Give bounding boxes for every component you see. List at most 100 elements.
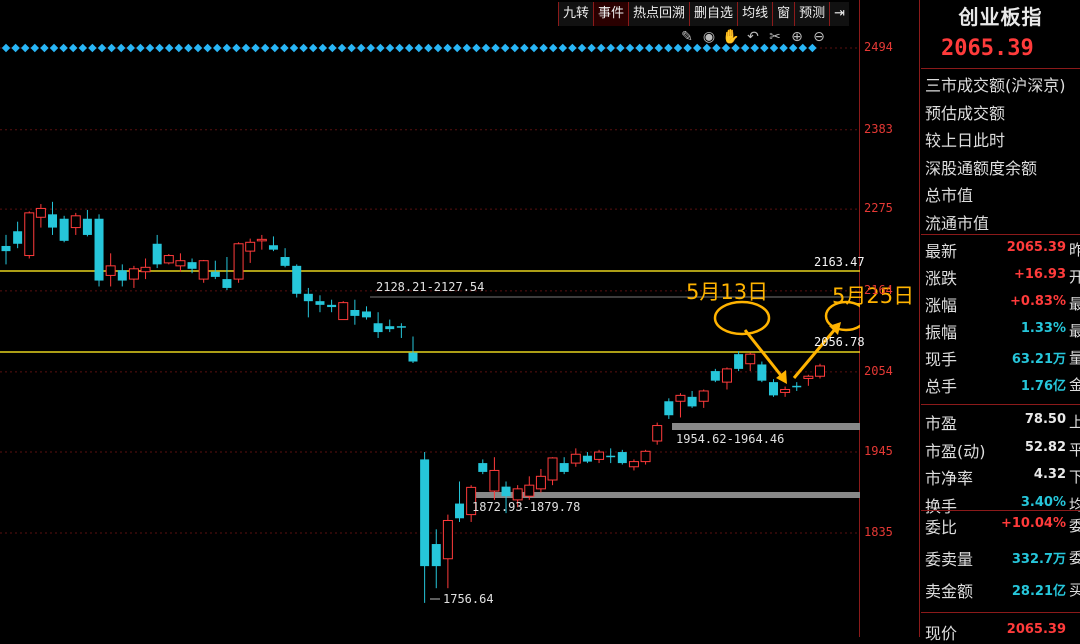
- eye-icon[interactable]: ◉: [702, 29, 716, 45]
- candle-body: [652, 425, 663, 442]
- valuation-row-value: 52.82: [1024, 439, 1066, 455]
- signal-diamond: [155, 43, 164, 53]
- candle-body: [478, 463, 488, 472]
- panel-info-row: 预估成交额: [925, 103, 1006, 123]
- signal-diamond: [596, 43, 606, 53]
- hand-icon[interactable]: ✋: [722, 29, 740, 45]
- candle-body: [187, 262, 197, 269]
- toolbar-item-0[interactable]: 九转: [558, 2, 593, 26]
- kline-chart[interactable]: 九转 事件 热点回溯 删自选 均线窗预测 ⇥ ✎ ◉ ✋ ↶ ✂ ⊕ ⊖ 5月13日 5月25日 21…: [0, 0, 914, 637]
- signal-diamond: [635, 43, 644, 53]
- valuation-row-label: 换手: [925, 496, 958, 516]
- toolbar-item-2[interactable]: 热点回溯: [628, 2, 689, 26]
- candle-body: [489, 469, 500, 492]
- signal-diamond: [68, 43, 78, 53]
- annotation-may13: 5月13日: [686, 280, 769, 304]
- candle-body: [466, 486, 477, 516]
- panel-info-row: 三市成交额(沪深京): [925, 76, 1066, 95]
- index-price: 2065.39: [941, 36, 1034, 61]
- signal-diamond: [433, 43, 443, 53]
- axis-tick: 2164: [864, 282, 893, 297]
- toolbar-item-3[interactable]: 删自选: [689, 2, 737, 26]
- candle-body: [198, 260, 209, 280]
- quote-row-value: 63.21万: [1011, 352, 1066, 367]
- signal-diamond: [347, 43, 356, 53]
- candle-body: [256, 238, 267, 242]
- quote-row-suffix: 量: [1069, 349, 1080, 367]
- signal-diamond: [548, 43, 558, 53]
- candle-body: [373, 323, 383, 333]
- candle-body: [350, 310, 360, 316]
- candle-body: [420, 459, 430, 567]
- signal-diamond: [654, 43, 664, 53]
- candle-body: [501, 486, 511, 497]
- signal-diamond: [212, 43, 222, 53]
- candle-body: [512, 488, 523, 501]
- candle-body: [442, 519, 453, 560]
- signal-diamond: [11, 43, 20, 53]
- candle-body: [431, 544, 441, 567]
- valuation-row-suffix: 均: [1069, 495, 1080, 514]
- axis-tick: 1835: [864, 525, 893, 539]
- zoom-out-icon[interactable]: ⊖: [813, 29, 825, 45]
- signal-diamond: [481, 43, 491, 53]
- signal-diamond: [193, 43, 203, 53]
- signal-diamond: [424, 43, 433, 53]
- toolbar-item-1[interactable]: 事件: [593, 2, 629, 26]
- toolbar-item-6[interactable]: 预测: [794, 2, 829, 26]
- order-row-label: 卖金额: [925, 582, 974, 601]
- toolbar-item-4[interactable]: 均线: [737, 2, 772, 26]
- candle-body: [780, 388, 791, 393]
- zoom-in-icon[interactable]: ⊕: [791, 29, 803, 45]
- axis-tick: 2275: [864, 201, 893, 216]
- axis-tick: 2494: [864, 40, 893, 54]
- signal-diamond: [625, 43, 635, 53]
- candle-body: [24, 212, 35, 257]
- axis-tick: 2054: [864, 363, 893, 378]
- axis-tick: 2383: [864, 121, 893, 136]
- candle-body: [268, 245, 278, 250]
- signal-diamond: [270, 43, 280, 53]
- range-label-mid: 1954.62-1964.46: [676, 432, 785, 446]
- signal-diamond: [472, 43, 481, 53]
- expand-arrow-icon[interactable]: ⇥: [829, 2, 849, 26]
- range-band: [468, 492, 860, 498]
- kline-chart-canvas[interactable]: [0, 0, 860, 637]
- candle-body: [315, 301, 325, 305]
- candle-body: [455, 503, 465, 519]
- candle-body: [280, 257, 290, 266]
- axis-tick: 1945: [864, 444, 893, 459]
- pen-icon[interactable]: ✎: [681, 29, 693, 45]
- signal-diamond: [577, 43, 587, 53]
- signal-diamond: [568, 43, 577, 53]
- order-row-suffix: 委: [1069, 517, 1080, 535]
- scissors-icon[interactable]: ✂: [769, 29, 781, 45]
- candle-body: [59, 218, 69, 241]
- candle-body: [640, 450, 651, 463]
- signal-diamond: [318, 43, 328, 53]
- signal-diamond: [376, 43, 385, 53]
- quote-row-label: 最新: [925, 242, 958, 261]
- undo-icon[interactable]: ↶: [747, 29, 759, 45]
- signal-diamond: [145, 43, 155, 53]
- signal-diamond: [529, 43, 539, 53]
- quote-row-suffix: 最: [1069, 295, 1080, 313]
- signal-diamond: [452, 43, 462, 53]
- quote-row-value: +16.93: [1013, 267, 1066, 282]
- candle-body: [210, 271, 220, 277]
- candle-body: [48, 214, 58, 228]
- signal-diamond: [289, 43, 299, 53]
- candle-body: [1, 245, 11, 252]
- signal-diamond: [308, 43, 318, 53]
- signal-diamond: [328, 43, 337, 53]
- candle-body: [559, 463, 569, 472]
- valuation-row-suffix: 下: [1069, 468, 1080, 486]
- quote-row-label: 现手: [925, 350, 958, 369]
- order-row-label: 委卖量: [925, 550, 974, 569]
- signal-diamond: [116, 43, 126, 53]
- signal-diamond: [664, 43, 673, 53]
- candle-body: [163, 255, 174, 264]
- toolbar-item-5[interactable]: 窗: [772, 2, 794, 26]
- quote-row-label: 振幅: [925, 323, 958, 342]
- candle-body: [768, 382, 778, 396]
